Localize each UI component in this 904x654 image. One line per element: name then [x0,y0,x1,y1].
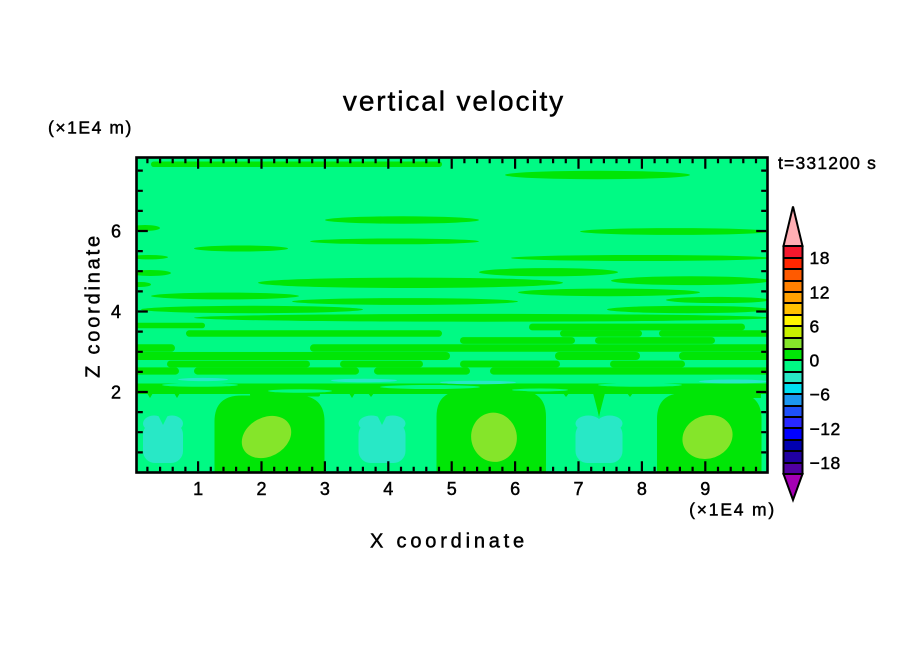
svg-text:Z coordinate: Z coordinate [83,233,105,378]
svg-text:4: 4 [111,302,121,322]
svg-text:X coordinate: X coordinate [370,531,528,553]
svg-text:−12: −12 [810,419,841,439]
svg-text:7: 7 [573,479,583,499]
svg-text:12: 12 [810,282,830,302]
svg-text:8: 8 [637,479,647,499]
svg-text:t=331200 s: t=331200 s [778,153,877,173]
svg-text:(×1E4 m): (×1E4 m) [48,118,133,138]
svg-text:4: 4 [383,479,393,499]
svg-text:2: 2 [111,382,121,402]
svg-text:0: 0 [810,351,820,371]
svg-text:(×1E4 m): (×1E4 m) [689,500,776,520]
svg-text:18: 18 [810,248,830,268]
svg-text:2: 2 [256,479,266,499]
svg-text:6: 6 [810,316,820,336]
svg-text:9: 9 [700,479,710,499]
svg-text:3: 3 [320,479,330,499]
svg-text:vertical velocity: vertical velocity [343,86,565,117]
svg-text:6: 6 [111,221,121,241]
svg-text:1: 1 [193,479,203,499]
svg-text:−18: −18 [810,453,841,473]
svg-text:5: 5 [447,479,457,499]
svg-text:6: 6 [510,479,520,499]
svg-text:−6: −6 [810,385,831,405]
